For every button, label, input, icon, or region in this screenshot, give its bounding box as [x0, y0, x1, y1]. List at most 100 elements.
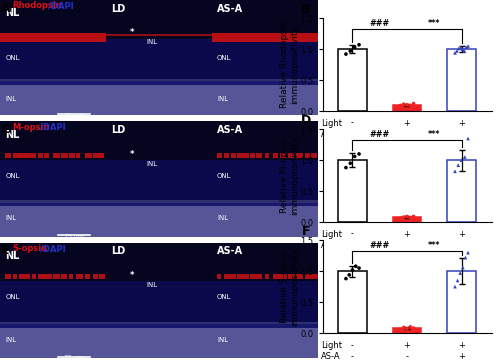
Point — [350, 44, 358, 50]
Point — [410, 101, 418, 107]
Text: ONL: ONL — [6, 55, 20, 61]
Point — [400, 101, 407, 107]
Text: F: F — [302, 225, 310, 238]
Text: INL: INL — [146, 282, 157, 288]
Bar — [244, 274, 248, 279]
Text: AS-A: AS-A — [321, 130, 340, 139]
Bar — [44, 153, 49, 158]
Bar — [338, 49, 366, 111]
Bar — [100, 274, 105, 279]
Bar — [212, 39, 318, 85]
Bar — [250, 153, 255, 158]
Text: ONL: ONL — [217, 55, 232, 61]
Text: Light: Light — [321, 119, 342, 128]
Bar — [44, 274, 52, 279]
Point — [350, 154, 358, 159]
Bar — [280, 274, 287, 279]
Text: INL: INL — [146, 39, 157, 46]
Bar — [106, 324, 212, 358]
Text: ONL: ONL — [217, 294, 232, 300]
Bar — [0, 39, 106, 85]
Bar — [32, 274, 36, 279]
Bar — [62, 274, 66, 279]
Text: -: - — [406, 241, 408, 250]
Bar — [217, 153, 222, 158]
Bar — [19, 153, 26, 158]
Point — [454, 277, 462, 283]
Bar — [69, 153, 75, 158]
Bar — [212, 33, 318, 43]
Text: ***: *** — [428, 19, 440, 28]
Point — [454, 46, 462, 51]
Bar — [76, 153, 80, 158]
Point — [403, 326, 411, 332]
Text: ONL: ONL — [6, 294, 20, 300]
Bar — [106, 121, 212, 200]
Text: -: - — [351, 341, 354, 350]
Bar — [212, 324, 318, 358]
Text: +: + — [458, 341, 465, 350]
Bar — [280, 153, 286, 158]
Text: E: E — [1, 245, 10, 257]
Bar — [237, 274, 244, 279]
Bar — [26, 274, 30, 279]
Bar — [38, 153, 43, 158]
Point — [345, 272, 353, 278]
Point — [403, 214, 411, 219]
Bar — [212, 121, 318, 200]
Bar — [230, 153, 236, 158]
Text: +: + — [404, 119, 410, 128]
Bar — [237, 153, 243, 158]
Bar — [448, 271, 475, 333]
Text: +: + — [458, 241, 465, 250]
Bar — [106, 160, 212, 206]
Bar — [273, 274, 280, 279]
Bar — [311, 274, 318, 279]
Bar — [288, 153, 294, 158]
Point — [403, 102, 411, 108]
Point — [396, 327, 404, 332]
Text: Rhodopsin: Rhodopsin — [12, 1, 62, 11]
Bar — [256, 274, 262, 279]
Text: INL: INL — [6, 96, 16, 103]
Point — [355, 265, 363, 271]
Text: -: - — [406, 352, 408, 361]
Bar — [212, 160, 318, 206]
Bar — [0, 324, 106, 358]
Bar — [0, 0, 106, 79]
Point — [453, 48, 461, 54]
Bar — [93, 153, 100, 158]
Point — [400, 214, 407, 220]
Text: 75 μm: 75 μm — [64, 113, 84, 118]
Point — [396, 103, 404, 108]
Text: M-opsin: M-opsin — [12, 123, 50, 132]
Bar — [106, 81, 212, 115]
Text: B: B — [301, 3, 310, 16]
Bar — [212, 203, 318, 237]
Bar — [212, 0, 318, 79]
Point — [342, 165, 350, 170]
Text: /DAPI: /DAPI — [40, 244, 66, 253]
Text: AS-A: AS-A — [217, 246, 243, 256]
Text: Light: Light — [321, 341, 342, 350]
Point — [348, 267, 356, 273]
Text: LD: LD — [111, 246, 126, 256]
Bar — [12, 274, 17, 279]
Text: INL: INL — [146, 161, 157, 167]
Point — [400, 325, 407, 331]
Text: -: - — [351, 230, 354, 239]
Text: INL: INL — [6, 337, 16, 343]
Text: NL: NL — [6, 8, 20, 19]
Text: -: - — [406, 130, 408, 139]
Point — [346, 160, 354, 166]
Point — [459, 265, 467, 270]
Point — [464, 43, 472, 49]
Point — [464, 135, 472, 141]
Text: AS-A: AS-A — [321, 241, 340, 250]
Bar — [212, 281, 318, 328]
Point — [396, 215, 404, 221]
Bar — [0, 121, 106, 200]
Text: -: - — [351, 119, 354, 128]
Text: +: + — [458, 352, 465, 361]
Bar — [62, 153, 68, 158]
